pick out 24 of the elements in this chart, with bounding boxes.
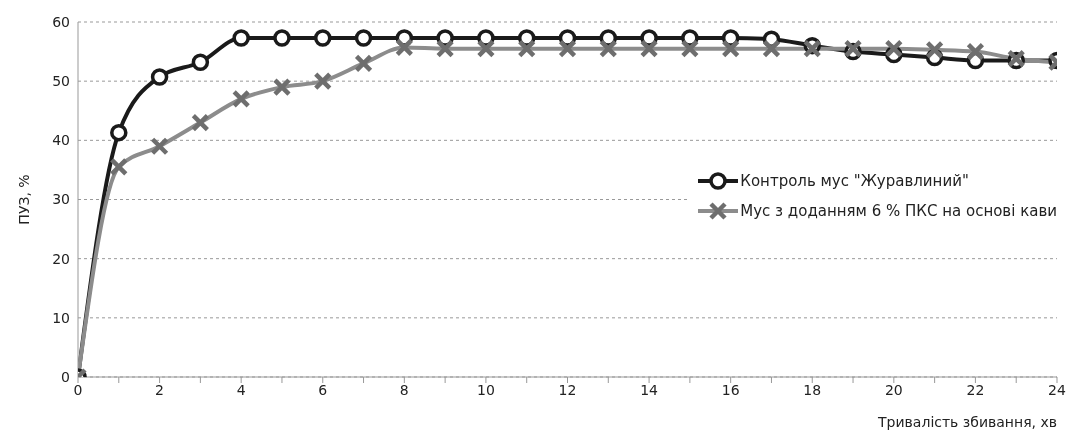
- x-tick-label: 4: [236, 381, 246, 398]
- x-tick-label: 12: [558, 381, 577, 398]
- x-tick-label: 0: [73, 381, 83, 398]
- x-tick-label: 22: [966, 381, 985, 398]
- x-tick-label: 6: [318, 381, 328, 398]
- x-tick-label: 10: [477, 381, 495, 398]
- x-tick-label: 14: [640, 381, 659, 398]
- y-tick-label: 60: [52, 13, 70, 30]
- y-tick-label: 0: [61, 368, 70, 385]
- y-tick-label: 50: [52, 73, 70, 90]
- y-axis-title: ПУЗ, %: [15, 174, 32, 225]
- x-axis-title: Тривалість збивання, хв: [877, 414, 1057, 430]
- x-tick-label: 16: [721, 381, 740, 398]
- y-tick-label: 40: [52, 132, 70, 149]
- y-tick-label: 30: [52, 191, 70, 208]
- y-tick-label: 20: [52, 250, 70, 267]
- y-tick-label: 10: [52, 309, 70, 326]
- x-tick-label: 8: [399, 381, 409, 398]
- x-tick-label: 18: [803, 381, 822, 398]
- x-tick-label: 20: [884, 381, 903, 398]
- legend-label: Мус з доданням 6 % ПКС на основі кави: [740, 202, 1057, 220]
- legend-label: Контроль мус "Журавлиний": [740, 172, 969, 190]
- x-tick-label: 24: [1048, 381, 1066, 398]
- x-tick-label: 2: [155, 381, 165, 398]
